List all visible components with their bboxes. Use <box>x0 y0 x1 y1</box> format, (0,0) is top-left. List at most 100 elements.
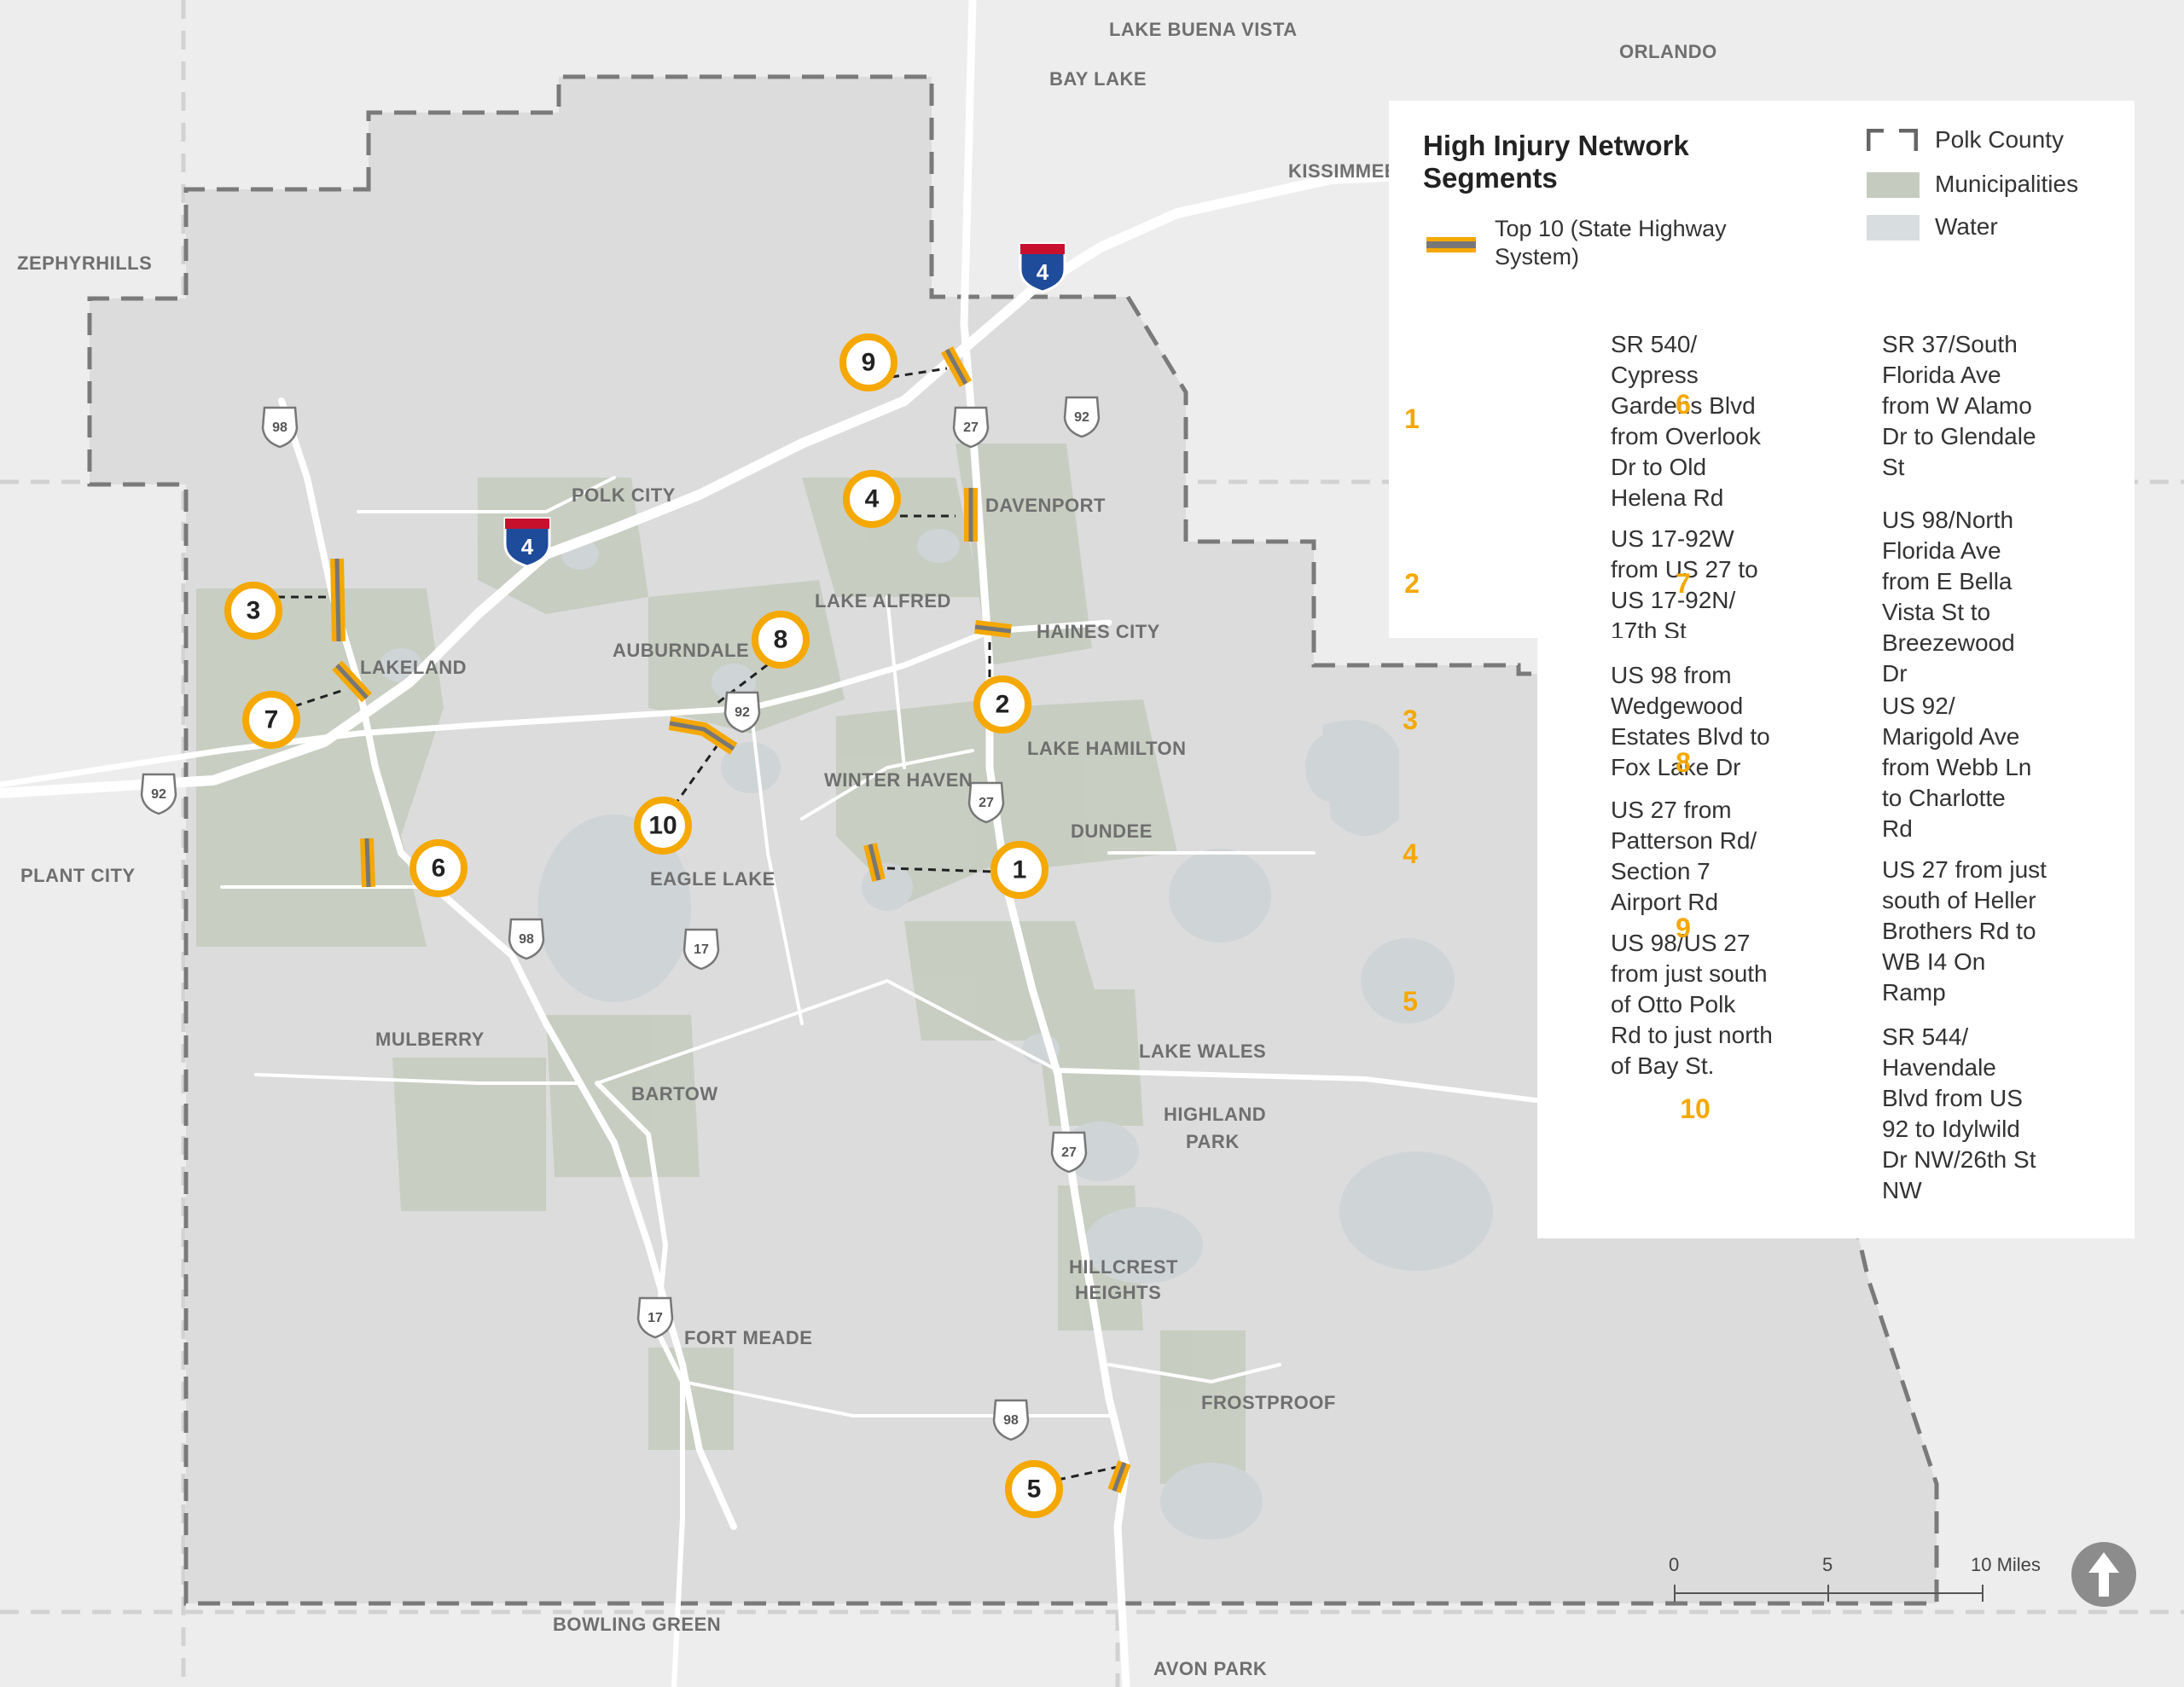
svg-text:2: 2 <box>996 691 1010 719</box>
svg-text:KISSIMMEE: KISSIMMEE <box>1288 160 1397 182</box>
segment-5-line <box>1107 1460 1131 1493</box>
us-route-shield-icon: 17 <box>636 1296 674 1339</box>
marker-8: 8 <box>752 611 810 669</box>
svg-text:PARK: PARK <box>1186 1131 1240 1152</box>
svg-text:98: 98 <box>1003 1413 1019 1428</box>
svg-text:92: 92 <box>1074 410 1089 425</box>
segment-3-number: 3 <box>1403 704 1418 735</box>
svg-text:DAVENPORT: DAVENPORT <box>985 495 1106 516</box>
segment-6-text: SR 37/South Florida Ave from W Alamo Dr to … <box>1882 331 2036 480</box>
svg-text:LAKE HAMILTON: LAKE HAMILTON <box>1027 738 1187 759</box>
scale-tick-0: 0 <box>1669 1554 1680 1575</box>
marker-9: 9 <box>839 333 897 391</box>
svg-text:WINTER HAVEN: WINTER HAVEN <box>824 769 973 791</box>
scale-bar <box>1674 1585 1984 1602</box>
marker-2: 2 <box>973 675 1031 733</box>
us-route-shield-icon: 98 <box>992 1399 1030 1441</box>
svg-text:HEIGHTS: HEIGHTS <box>1075 1282 1161 1303</box>
svg-text:17: 17 <box>648 1311 663 1325</box>
segment-2-text: US 17-92W from US 27 to US 17-92N/17th St <box>1611 525 1758 644</box>
us-route-shield-icon: 92 <box>723 691 761 733</box>
us-route-shield-icon: 98 <box>508 918 545 960</box>
svg-text:HAINES CITY: HAINES CITY <box>1037 621 1160 642</box>
svg-text:FORT MEADE: FORT MEADE <box>684 1327 812 1348</box>
us-route-shield-icon: 27 <box>952 406 990 449</box>
svg-text:8: 8 <box>774 626 788 654</box>
marker-7: 7 <box>242 691 300 749</box>
interstate-shield-icon: 4 <box>1019 242 1066 293</box>
segment-5-number: 5 <box>1403 986 1418 1017</box>
svg-text:LAKE ALFRED: LAKE ALFRED <box>815 590 951 612</box>
svg-text:27: 27 <box>963 420 979 435</box>
highway-shields: 4 4 98 27 92 92 27 92 98 17 27 17 98 <box>140 242 1101 1441</box>
svg-text:92: 92 <box>735 705 750 720</box>
marker-3: 3 <box>224 582 282 640</box>
scale-tick-5: 5 <box>1822 1554 1833 1575</box>
us-route-shield-icon: 27 <box>967 781 1005 824</box>
segment-9-text: US 27 from just south of Heller Brothers R… <box>1882 856 2047 1006</box>
water-legend-label: Water <box>1935 213 1998 240</box>
svg-text:AUBURNDALE: AUBURNDALE <box>613 640 749 661</box>
marker-4: 4 <box>843 470 901 528</box>
svg-text:DUNDEE: DUNDEE <box>1071 820 1153 842</box>
segment-8-line <box>668 716 738 755</box>
svg-text:BAY LAKE: BAY LAKE <box>1049 68 1147 90</box>
us-route-shield-icon: 98 <box>261 406 299 449</box>
hin-swatch <box>1426 237 1476 252</box>
hin-segments <box>330 346 1131 1493</box>
svg-text:ORLANDO: ORLANDO <box>1619 41 1717 62</box>
segment-8-text: US 92/Marigold Ave from Webb Ln to Charlot… <box>1882 693 2032 842</box>
svg-text:LAKE WALES: LAKE WALES <box>1139 1041 1266 1062</box>
legend-panel: High Injury Network Segments Top 10 (Sta… <box>1389 101 2135 644</box>
marker-10: 10 <box>634 797 692 855</box>
segment-5-text: US 98/US 27 from just south of Otto Polk Rd… <box>1611 930 1773 1079</box>
segment-10-text: SR 544/Havendale Blvd from US 92 to Idylwi… <box>1882 1023 2036 1203</box>
svg-text:92: 92 <box>151 787 166 802</box>
county-boundary-swatch <box>1867 129 1918 151</box>
scale-tick-10: 10 Miles <box>1971 1554 2041 1575</box>
marker-5: 5 <box>1005 1460 1063 1518</box>
svg-text:ZEPHYRHILLS: ZEPHYRHILLS <box>17 252 152 274</box>
segment-2-number: 2 <box>1404 568 1420 599</box>
svg-text:POLK CITY: POLK CITY <box>572 484 676 506</box>
svg-text:7: 7 <box>264 706 279 734</box>
svg-text:27: 27 <box>1061 1145 1077 1160</box>
legend-title: High Injury Network Segments <box>1423 130 1689 194</box>
segment-7-text: US 98/North Florida Ave from E Bella Vista … <box>1882 507 2015 687</box>
svg-text:HILLCREST: HILLCREST <box>1069 1256 1178 1278</box>
legend-panel-lower: 3 US 98 from Wedgewood Estates Blvd to Fox … <box>1403 507 2135 1238</box>
svg-text:FROSTPROOF: FROSTPROOF <box>1201 1392 1336 1413</box>
svg-text:1: 1 <box>1013 856 1027 884</box>
svg-text:27: 27 <box>979 796 994 810</box>
us-route-shield-icon: 17 <box>682 928 720 971</box>
svg-text:4: 4 <box>865 485 880 513</box>
municipality-legend-label: Municipalities <box>1935 171 2079 197</box>
svg-text:BOWLING GREEN: BOWLING GREEN <box>553 1614 721 1635</box>
svg-text:17: 17 <box>694 942 709 957</box>
svg-text:AVON PARK: AVON PARK <box>1153 1658 1267 1679</box>
svg-text:98: 98 <box>519 932 534 947</box>
municipality-swatch <box>1867 172 1920 198</box>
water-bodies <box>380 529 1493 1539</box>
segment-4-number: 4 <box>1403 838 1418 869</box>
svg-text:9: 9 <box>862 349 876 377</box>
segment-7-line <box>332 660 372 703</box>
svg-text:98: 98 <box>272 420 288 435</box>
marker-6: 6 <box>410 839 468 897</box>
svg-text:6: 6 <box>432 855 446 883</box>
hin-legend-label: Top 10 (State Highway System) <box>1495 216 1727 270</box>
svg-text:4: 4 <box>521 534 534 559</box>
segment-8-number: 8 <box>1676 747 1691 778</box>
svg-text:EAGLE LAKE: EAGLE LAKE <box>650 868 775 890</box>
us-route-shield-icon: 27 <box>1050 1131 1088 1174</box>
svg-text:LAKE BUENA VISTA: LAKE BUENA VISTA <box>1109 19 1298 40</box>
segment-1-number: 1 <box>1404 403 1420 434</box>
interstate-shield-icon: 4 <box>503 517 551 568</box>
us-route-shield-icon: 92 <box>140 773 177 815</box>
county-legend-label: Polk County <box>1935 126 2064 153</box>
segment-7-number: 7 <box>1676 568 1691 599</box>
svg-text:4: 4 <box>1037 259 1049 285</box>
svg-text:BARTOW: BARTOW <box>631 1083 718 1104</box>
segment-9-line <box>940 346 973 387</box>
segment-1-line <box>863 843 886 882</box>
